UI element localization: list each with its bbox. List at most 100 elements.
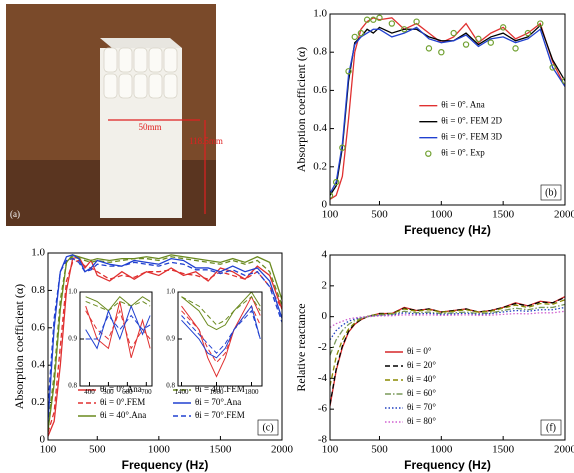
panel-label: (a) xyxy=(10,209,20,219)
block-front xyxy=(100,48,182,218)
y-tick-label: 0.2 xyxy=(313,160,327,172)
x-tick-label: 500 xyxy=(371,208,388,220)
y-tick-label: -6 xyxy=(318,403,328,415)
marker xyxy=(512,45,519,52)
x-tick-label: 100 xyxy=(40,443,57,455)
x-tick-label: 2000 xyxy=(271,443,294,455)
y-tick-label: 0 xyxy=(40,434,46,446)
x-tick-label: 2000 xyxy=(554,443,574,455)
y-tick-label: 0.8 xyxy=(31,284,45,296)
line xyxy=(48,254,282,422)
chart: 0 0.2 0.4 0.6 0.8 1.0 100 500 1000 1500 2000 Freque… xyxy=(294,8,574,238)
series-group xyxy=(330,14,565,200)
x-tick-label: 500 xyxy=(371,443,388,455)
plot-background xyxy=(330,14,565,205)
series-group xyxy=(85,295,151,358)
marker xyxy=(351,33,358,41)
y-tick-label: 0.9 xyxy=(68,335,77,343)
marker xyxy=(487,39,494,46)
legend-label: θi = 0° xyxy=(407,346,432,356)
panel-label: (c) xyxy=(262,422,273,433)
legend-label: θi = 0°.FEM xyxy=(100,397,145,407)
y-tick-label: 0.8 xyxy=(166,382,175,390)
marker xyxy=(363,16,371,23)
series-group xyxy=(330,296,565,407)
marker xyxy=(345,68,352,75)
marker xyxy=(401,26,408,33)
legend-label: θi = 0°. Ana xyxy=(441,100,484,110)
plot-background xyxy=(80,292,152,386)
marker xyxy=(450,29,457,37)
y-tick-label: -2 xyxy=(318,341,327,353)
panel-label-box xyxy=(540,184,562,201)
marker xyxy=(388,20,396,27)
legend-label: θi = 40°.Ana xyxy=(100,410,146,420)
line xyxy=(181,295,261,378)
line xyxy=(330,299,565,387)
x-tick-label: 1000 xyxy=(430,208,453,220)
legend-label: θi = 80° xyxy=(407,416,436,426)
marker xyxy=(339,144,346,151)
y-tick-label: 1.0 xyxy=(166,288,175,296)
chart: 0.8 0.9 1.0 400 500 600 700 xyxy=(68,288,153,396)
x-tick-label: 100 xyxy=(322,443,339,455)
x-tick-label: 500 xyxy=(89,443,106,455)
y-axis-label: Absorption coefficient (α) xyxy=(12,284,26,409)
x-tick-label: 700 xyxy=(141,388,152,396)
line xyxy=(85,314,151,340)
y-tick-label: 0 xyxy=(322,199,328,211)
line xyxy=(48,259,282,433)
line xyxy=(85,295,151,312)
marker xyxy=(549,64,556,71)
photo-panel: 50mm 118.5mm (a) xyxy=(6,4,223,226)
y-tick-label: 0.6 xyxy=(31,321,45,333)
y-tick-label: 4 xyxy=(322,249,328,261)
plot-frame xyxy=(47,252,283,441)
marker xyxy=(425,45,433,52)
legend-label: θi = 20° xyxy=(407,360,436,370)
x-axis-label: Frequency (Hz) xyxy=(404,223,491,237)
marker xyxy=(475,35,482,43)
legend-label: θi = 70° xyxy=(407,402,436,412)
plot-frame xyxy=(79,291,153,387)
legend-label: θi = 0°. FEM 2D xyxy=(441,116,502,126)
legend-label: θi = 0°. FEM 3D xyxy=(441,132,502,142)
y-tick-label: 0.4 xyxy=(31,359,45,371)
series-group xyxy=(181,292,261,378)
panel-label-box xyxy=(257,419,279,436)
x-tick-label: 2000 xyxy=(554,208,574,220)
x-axis-label: Frequency (Hz) xyxy=(404,458,491,472)
x-tick-label: 1400 xyxy=(175,388,190,396)
line xyxy=(330,303,565,356)
legend-label: θi = 0°.Ana xyxy=(100,384,142,394)
line xyxy=(85,300,151,312)
marker xyxy=(537,20,544,27)
plot-background xyxy=(178,292,262,386)
x-tick-label: 1800 xyxy=(245,388,260,396)
y-tick-label: -4 xyxy=(318,372,328,384)
line xyxy=(181,295,261,326)
x-tick-label: 1000 xyxy=(430,443,453,455)
line xyxy=(181,292,261,331)
x-tick-label: 1500 xyxy=(492,443,515,455)
line xyxy=(181,304,261,359)
legend-label: θi = 60° xyxy=(407,388,436,398)
marker xyxy=(462,41,470,48)
marker xyxy=(332,178,340,186)
legend-label: θi = 70°.Ana xyxy=(195,397,241,407)
line xyxy=(48,257,282,407)
legend-label: θi = 70°.FEM xyxy=(195,410,245,420)
y-tick-label: 0.2 xyxy=(31,396,45,408)
x-tick-label: 1000 xyxy=(148,443,171,455)
plot-frame xyxy=(329,254,566,441)
x-tick-label: 500 xyxy=(103,388,114,396)
y-tick-label: 0.4 xyxy=(313,122,327,134)
x-tick-label: 1500 xyxy=(209,443,232,455)
y-tick-label: -8 xyxy=(318,434,328,446)
series-group xyxy=(48,254,282,437)
marker xyxy=(438,49,445,56)
y-tick-label: 0.9 xyxy=(166,335,175,343)
y-tick-label: 0.8 xyxy=(68,382,77,390)
y-tick-label: 0.8 xyxy=(313,46,327,58)
